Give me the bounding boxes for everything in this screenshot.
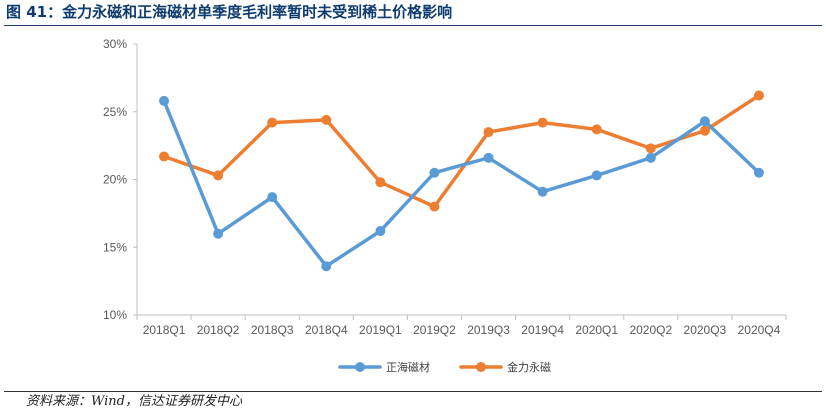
legend-label: 正海磁材 — [386, 360, 430, 374]
legend-item: 金力永磁 — [459, 360, 551, 374]
data-point — [159, 151, 170, 162]
data-point — [267, 192, 278, 203]
x-tick-label: 2019Q2 — [413, 323, 456, 337]
data-point — [483, 127, 494, 138]
x-tick-label: 2020Q4 — [738, 323, 781, 337]
data-point — [321, 261, 332, 272]
legend-item: 正海磁材 — [338, 360, 430, 374]
chart-series — [159, 90, 764, 272]
data-point — [645, 152, 656, 163]
data-point — [591, 124, 602, 135]
y-tick-label: 20% — [103, 173, 127, 187]
source-note: 资料来源：Wind，信达证券研发中心 — [26, 394, 242, 409]
x-tick-label: 2018Q2 — [197, 323, 240, 337]
x-tick-label: 2018Q3 — [251, 323, 294, 337]
data-point — [483, 152, 494, 163]
y-tick-label: 15% — [103, 240, 127, 254]
data-point — [591, 170, 602, 181]
data-point — [375, 177, 386, 188]
data-point — [159, 95, 170, 106]
data-point — [375, 225, 386, 236]
data-point — [699, 125, 710, 136]
data-point — [537, 117, 548, 128]
chart-title: 图 41：金力永磁和正海磁材单季度毛利率暂时未受到稀土价格影响 — [6, 3, 453, 21]
data-point — [699, 116, 710, 127]
title-rule — [4, 25, 822, 26]
data-point — [213, 170, 224, 181]
data-point — [645, 143, 656, 154]
x-tick-label: 2020Q1 — [575, 323, 618, 337]
data-point — [753, 167, 764, 178]
series-line — [162, 99, 761, 268]
chart-legend: 正海磁材 金力永磁 — [338, 360, 551, 374]
y-tick-label: 30% — [103, 37, 127, 51]
x-tick-label: 2018Q4 — [305, 323, 348, 337]
data-point — [213, 228, 224, 239]
data-point — [267, 117, 278, 128]
y-tick-label: 10% — [103, 308, 127, 322]
data-point — [321, 114, 332, 125]
series-0 — [159, 95, 764, 272]
x-tick-label: 2019Q4 — [521, 323, 564, 337]
x-tick-label: 2019Q3 — [467, 323, 510, 337]
legend-swatch-marker — [476, 362, 486, 372]
x-tick-label: 2018Q1 — [143, 323, 186, 337]
y-tick-label: 25% — [103, 105, 127, 119]
legend-label: 金力永磁 — [507, 360, 551, 374]
x-tick-label: 2020Q2 — [629, 323, 672, 337]
x-tick-label: 2019Q1 — [359, 323, 402, 337]
series-line — [162, 93, 761, 209]
legend-swatch-marker — [355, 362, 365, 372]
data-point — [429, 201, 440, 212]
x-tick-label: 2020Q3 — [684, 323, 727, 337]
chart-axes: 10% 15% 20% 25% 30% 2018Q1 2018Q2 2018Q3 2018Q4 2… — [103, 37, 787, 337]
data-point — [537, 186, 548, 197]
data-point — [753, 90, 764, 101]
series-1 — [159, 90, 764, 212]
data-point — [429, 167, 440, 178]
source-rule — [4, 391, 822, 392]
